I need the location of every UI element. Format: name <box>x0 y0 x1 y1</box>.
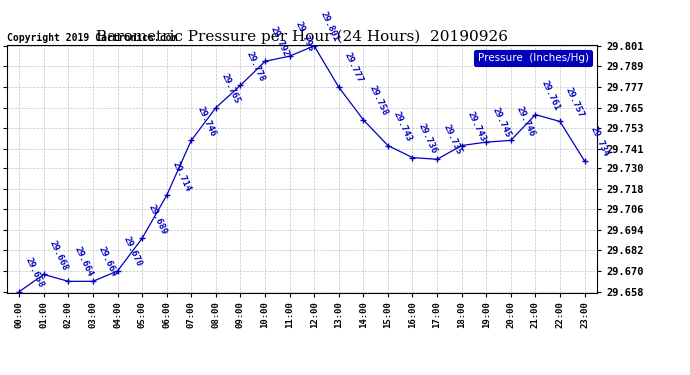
Text: 29.668: 29.668 <box>48 238 70 272</box>
Text: 29.736: 29.736 <box>417 122 438 155</box>
Text: 29.714: 29.714 <box>171 160 193 193</box>
Text: 29.761: 29.761 <box>540 79 562 112</box>
Text: Copyright 2019 Cartronics.com: Copyright 2019 Cartronics.com <box>7 33 177 42</box>
Text: 29.743: 29.743 <box>466 110 488 143</box>
Title: Barometric Pressure per Hour (24 Hours)  20190926: Barometric Pressure per Hour (24 Hours) … <box>96 30 508 44</box>
Text: 29.792: 29.792 <box>269 26 291 58</box>
Text: 29.778: 29.778 <box>244 50 266 82</box>
Text: 29.777: 29.777 <box>343 51 365 84</box>
Text: 29.795: 29.795 <box>294 20 315 53</box>
Text: 29.743: 29.743 <box>392 110 414 143</box>
Legend: Pressure  (Inches/Hg): Pressure (Inches/Hg) <box>475 50 591 66</box>
Text: 29.745: 29.745 <box>491 106 512 140</box>
Text: 29.746: 29.746 <box>515 105 537 138</box>
Text: 29.746: 29.746 <box>195 105 217 138</box>
Text: 29.758: 29.758 <box>368 84 389 117</box>
Text: 29.670: 29.670 <box>121 235 144 268</box>
Text: 29.734: 29.734 <box>589 125 611 158</box>
Text: 29.735: 29.735 <box>441 123 463 156</box>
Text: 29.765: 29.765 <box>220 72 242 105</box>
Text: 29.664: 29.664 <box>97 246 119 279</box>
Text: 29.664: 29.664 <box>72 246 95 279</box>
Text: 29.757: 29.757 <box>564 86 586 119</box>
Text: 29.801: 29.801 <box>318 10 340 43</box>
Text: 29.689: 29.689 <box>146 202 168 236</box>
Text: 29.658: 29.658 <box>23 256 45 289</box>
